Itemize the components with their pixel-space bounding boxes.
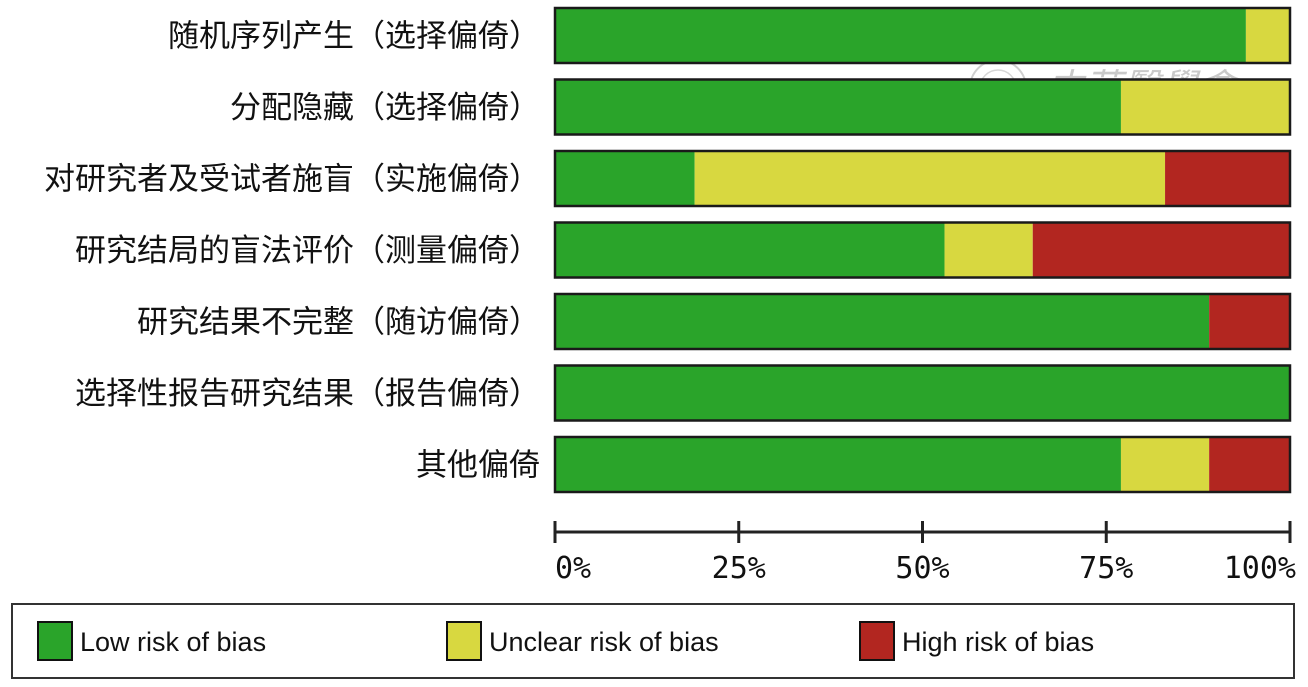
bar-outline	[553, 149, 1292, 208]
legend-label-low: Low risk of bias	[80, 627, 266, 657]
legend-label-unclear: Unclear risk of bias	[489, 627, 719, 657]
bar-segment-low	[555, 437, 1121, 492]
bar-segment-low	[555, 365, 1290, 421]
bar-segment-unclear	[944, 222, 1033, 278]
legend-swatch-low	[37, 621, 73, 661]
category-label: 选择性报告研究结果（报告偏倚）	[75, 376, 540, 412]
bar-segment-low	[555, 8, 1246, 63]
legend-swatch-unclear	[446, 621, 482, 661]
bar-segment-high	[1209, 437, 1290, 492]
bar-segment-low	[555, 294, 1210, 349]
bar-segment-unclear	[1245, 8, 1290, 63]
bar-outline	[553, 221, 1292, 279]
legend-swatch-high	[859, 621, 895, 661]
bar-outline	[553, 364, 1292, 422]
bar-outline	[553, 6, 1292, 65]
bar-segment-high	[1209, 294, 1290, 349]
category-label: 分配隐藏（选择偏倚）	[230, 90, 540, 126]
legend-box	[11, 603, 1295, 679]
x-axis: 0% 25% 50% 75% 100%	[553, 521, 1296, 586]
x-tick-label: 25%	[712, 551, 766, 586]
bar-segment-unclear	[694, 151, 1166, 206]
legend-label-high: High risk of bias	[902, 627, 1094, 657]
bars	[553, 6, 1292, 494]
bar-outline	[553, 292, 1292, 351]
bar-segment-unclear	[1120, 79, 1290, 135]
category-label: 对研究者及受试者施盲（实施偏倚）	[44, 162, 540, 198]
x-tick-label: 75%	[1079, 551, 1133, 586]
bar-segment-high	[1165, 151, 1290, 206]
category-label: 随机序列产生（选择偏倚）	[168, 19, 540, 55]
legend: Low risk of bias Unclear risk of bias High…	[11, 603, 1295, 679]
x-tick-label: 0%	[555, 551, 591, 586]
x-tick-label: 100%	[1224, 551, 1296, 586]
bar-segment-low	[555, 79, 1121, 135]
bar-outline	[553, 78, 1292, 136]
bar-segment-high	[1032, 222, 1290, 278]
category-label: 其他偏倚	[416, 448, 540, 484]
bar-segment-low	[555, 151, 695, 206]
category-label: 研究结局的盲法评价（测量偏倚）	[75, 233, 540, 269]
category-label: 研究结果不完整（随访偏倚）	[137, 305, 540, 341]
x-tick-label: 50%	[895, 551, 949, 586]
bar-segment-low	[555, 222, 945, 278]
bar-outline	[553, 435, 1292, 494]
bar-segment-unclear	[1120, 437, 1210, 492]
category-labels: 随机序列产生（选择偏倚） 分配隐藏（选择偏倚） 对研究者及受试者施盲（实施偏倚） 研究…	[44, 19, 540, 484]
